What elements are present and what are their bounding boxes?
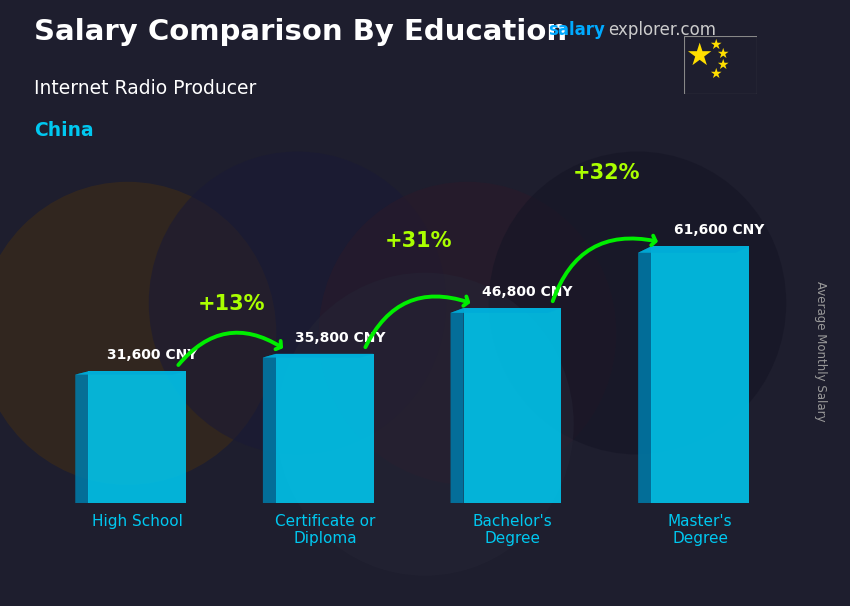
Polygon shape (450, 308, 463, 503)
Text: salary: salary (548, 21, 605, 39)
Text: ★: ★ (717, 47, 729, 61)
Polygon shape (263, 354, 276, 503)
Bar (684, 36, 756, 94)
Text: Salary Comparison By Education: Salary Comparison By Education (34, 18, 567, 46)
Text: 61,600 CNY: 61,600 CNY (674, 223, 764, 237)
Text: 46,800 CNY: 46,800 CNY (482, 285, 573, 299)
Bar (651, 246, 749, 503)
Text: ★: ★ (709, 38, 722, 52)
Bar (276, 354, 374, 503)
Polygon shape (76, 371, 88, 503)
Bar (463, 308, 561, 503)
Polygon shape (263, 354, 374, 358)
Text: Internet Radio Producer: Internet Radio Producer (34, 79, 257, 98)
Polygon shape (638, 246, 651, 503)
Text: explorer.com: explorer.com (608, 21, 716, 39)
Text: ★: ★ (685, 42, 712, 71)
Text: ★: ★ (709, 67, 722, 81)
Text: 35,800 CNY: 35,800 CNY (295, 331, 385, 345)
Text: China: China (34, 121, 94, 140)
Polygon shape (76, 371, 186, 375)
Bar (88, 371, 186, 503)
Text: +13%: +13% (197, 294, 264, 314)
Text: ★: ★ (717, 58, 729, 72)
Text: Average Monthly Salary: Average Monthly Salary (813, 281, 827, 422)
Text: 31,600 CNY: 31,600 CNY (107, 348, 197, 362)
Polygon shape (638, 246, 749, 253)
Text: +32%: +32% (573, 163, 640, 183)
Polygon shape (450, 308, 561, 313)
Text: +31%: +31% (385, 231, 452, 251)
